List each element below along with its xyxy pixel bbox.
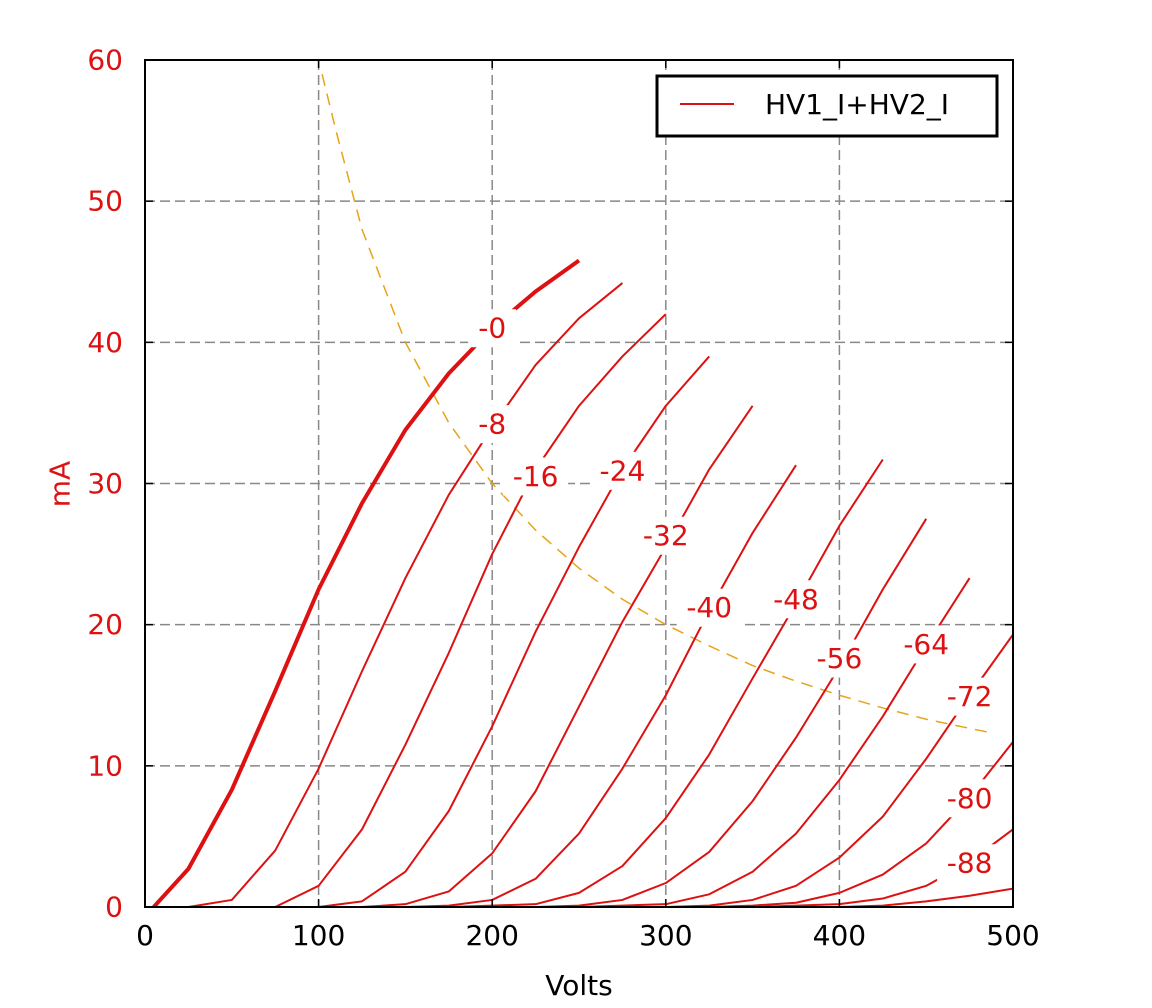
curve-label-bg bbox=[633, 516, 699, 555]
plate-dissipation-curve bbox=[321, 73, 988, 733]
y-tick-label: 50 bbox=[87, 185, 123, 218]
x-tick-label: 500 bbox=[986, 919, 1039, 952]
plate-curve-neg16 bbox=[274, 313, 667, 907]
plate-curve-neg24 bbox=[318, 355, 710, 907]
curve-label: -32 bbox=[643, 519, 689, 552]
curve-label-bg bbox=[937, 677, 1003, 716]
plate-curve-neg32 bbox=[361, 405, 754, 907]
axis-ticks: 0 100 200 300 400 500 0 10 20 30 40 50 60 bbox=[87, 44, 1039, 953]
legend-box bbox=[655, 74, 999, 138]
x-axis-label: Volts bbox=[545, 969, 612, 1002]
x-tick-label: 200 bbox=[465, 919, 518, 952]
x-tick-label: 0 bbox=[136, 919, 154, 952]
x-tick-label: 300 bbox=[639, 919, 692, 952]
y-tick-label: 20 bbox=[87, 608, 123, 641]
curve-label-bg bbox=[468, 309, 517, 348]
plate-curve-neg8 bbox=[188, 282, 624, 907]
curve-label: -8 bbox=[478, 408, 506, 441]
plate-curve-neg64 bbox=[578, 577, 971, 907]
curve-label: -56 bbox=[817, 642, 863, 675]
curve-label: -24 bbox=[600, 454, 646, 487]
curve-label-bg bbox=[468, 405, 517, 444]
plate-curve-neg48 bbox=[448, 458, 884, 907]
legend-entry-label: HV1_I+HV2_I bbox=[765, 88, 949, 121]
curve-label-bg bbox=[676, 588, 742, 627]
y-tick-label: 10 bbox=[87, 749, 123, 782]
y-tick-label: 0 bbox=[105, 891, 123, 924]
x-tick-label: 400 bbox=[813, 919, 866, 952]
curve-labels: -0 -8-16 -24 -32 -40 -48 -56 -64 -72 -80 -88 bbox=[468, 309, 1003, 883]
curve-label: -40 bbox=[686, 591, 732, 624]
curve-label-bg bbox=[806, 639, 872, 678]
curve-label: -72 bbox=[947, 680, 993, 713]
curve-label: -16 bbox=[513, 460, 559, 493]
curve-label-bg bbox=[763, 580, 829, 619]
curve-label: -80 bbox=[947, 782, 993, 815]
curve-label: -64 bbox=[903, 628, 949, 661]
curve-label: -0 bbox=[478, 312, 506, 345]
legend: HV1_I+HV2_I bbox=[655, 74, 999, 138]
dissipation-curve-group bbox=[321, 73, 988, 733]
y-axis-label: mA bbox=[44, 461, 77, 507]
x-tick-label: 100 bbox=[292, 919, 345, 952]
curve-label-bg bbox=[937, 779, 1003, 818]
y-tick-label: 30 bbox=[87, 467, 123, 500]
curve-label: -88 bbox=[947, 847, 993, 880]
plate-curve-neg96 bbox=[752, 887, 1013, 907]
curve-label-bg bbox=[937, 844, 1003, 883]
y-tick-label: 60 bbox=[87, 44, 123, 77]
curve-label-bg bbox=[893, 625, 959, 664]
curve-label-bg bbox=[503, 457, 569, 496]
plate-curve-neg40 bbox=[405, 464, 797, 907]
curve-label: -48 bbox=[773, 583, 819, 616]
curve-label-bg bbox=[589, 451, 655, 490]
y-tick-label: 40 bbox=[87, 326, 123, 359]
